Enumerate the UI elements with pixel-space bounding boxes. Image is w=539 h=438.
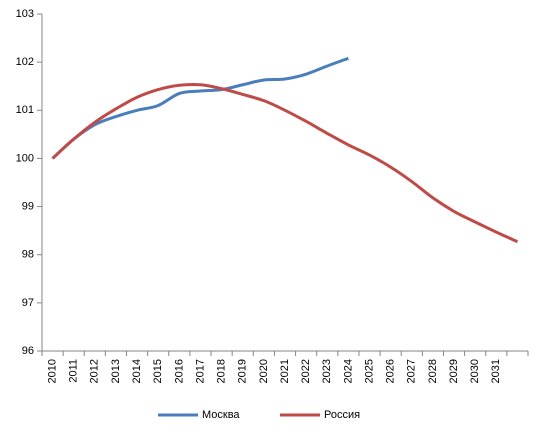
x-tick-label: 2023 (321, 359, 333, 383)
legend-label: Россия (324, 409, 360, 421)
x-tick-label: 2015 (152, 359, 164, 383)
y-tick-label: 103 (16, 8, 34, 20)
y-tick-label: 98 (22, 249, 34, 261)
y-tick-label: 100 (16, 152, 34, 164)
x-tick-label: 2010 (46, 359, 58, 383)
y-tick-label: 96 (22, 345, 34, 357)
x-tick-label: 2020 (258, 359, 270, 383)
y-tick-label: 99 (22, 200, 34, 212)
y-tick-label: 97 (22, 297, 34, 309)
y-tick-label: 101 (16, 104, 34, 116)
x-tick-label: 2017 (194, 359, 206, 383)
legend-label: Москва (202, 409, 240, 421)
x-tick-label: 2012 (89, 359, 101, 383)
series-line (51, 56, 349, 160)
x-tick-label: 2021 (279, 359, 291, 383)
x-tick-label: 2026 (385, 359, 397, 383)
x-tick-label: 2031 (490, 359, 502, 383)
x-tick-label: 2018 (216, 359, 228, 383)
x-tick-label: 2022 (300, 359, 312, 383)
x-tick-label: 2030 (469, 359, 481, 383)
x-tick-label: 2016 (173, 359, 185, 383)
x-tick-label: 2013 (110, 359, 122, 383)
x-tick-label: 2028 (427, 359, 439, 383)
x-tick-label: 2014 (131, 359, 143, 383)
series-line (51, 82, 519, 244)
y-tick-label: 102 (16, 56, 34, 68)
x-tick-label: 2011 (68, 359, 80, 383)
x-tick-label: 2024 (342, 359, 354, 383)
x-tick-label: 2019 (237, 359, 249, 383)
x-tick-label: 2029 (448, 359, 460, 383)
x-tick-label: 2025 (363, 359, 375, 383)
x-tick-label: 2027 (406, 359, 418, 383)
